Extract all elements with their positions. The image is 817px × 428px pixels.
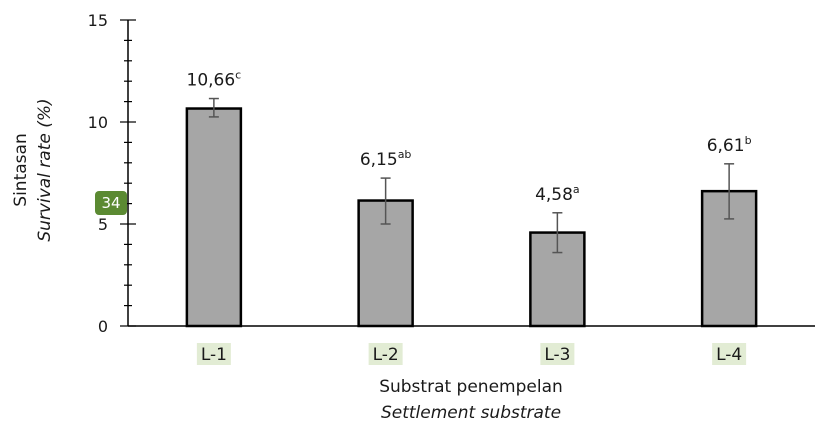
data-label-l-1: 10,66c	[187, 69, 242, 91]
category-highlight	[712, 343, 747, 365]
category-highlight	[540, 343, 575, 365]
data-label-l-3: 4,58a	[535, 183, 580, 205]
y-tick-label: 0	[98, 317, 108, 336]
bars	[185, 107, 758, 328]
y-tick-label: 5	[98, 215, 108, 234]
error-bars	[208, 97, 735, 254]
x-axis-title-en: Settlement substrate	[381, 403, 561, 423]
category-highlight	[368, 343, 403, 365]
page-number-badge: 34	[95, 191, 127, 215]
category-highlight	[196, 343, 231, 365]
y-tick-label: 10	[88, 113, 108, 132]
x-tick-label-l-3: L-3	[544, 345, 570, 365]
category-highlights	[196, 343, 747, 365]
y-axis-title: Sintasan	[11, 133, 31, 206]
axes	[120, 19, 815, 327]
data-label-l-4: 6,61b	[707, 134, 752, 156]
x-tick-label-l-1: L-1	[201, 345, 227, 365]
x-axis-title: Substrat penempelan	[379, 377, 563, 397]
x-tick-label-l-4: L-4	[716, 345, 742, 365]
bar-l-1	[185, 107, 243, 328]
y-axis-title-en: Survival rate (%)	[35, 98, 55, 241]
labels: 0 5 10 15 10,66c L-1 6,15ab L-2 4,58a L-3 6,61b L-4…	[11, 11, 752, 423]
x-tick-label-l-2: L-2	[373, 345, 399, 365]
data-label-l-2: 6,15ab	[360, 148, 412, 170]
y-tick-label: 15	[88, 11, 108, 30]
